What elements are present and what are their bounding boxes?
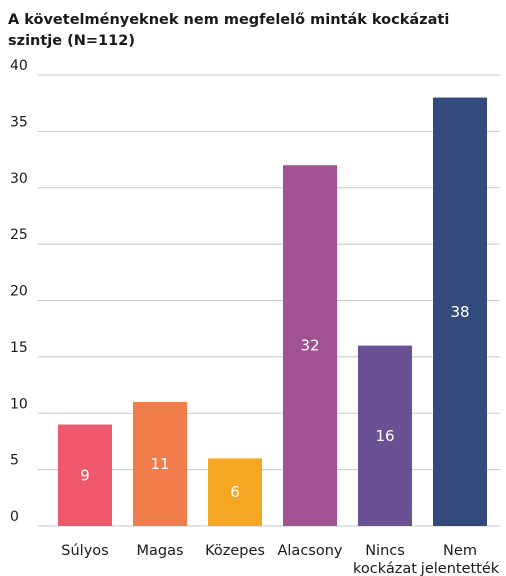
x-category-label: kockázat bbox=[353, 561, 417, 576]
y-tick-label: 5 bbox=[10, 453, 19, 469]
bar-3 bbox=[283, 165, 337, 526]
x-category-label: Magas bbox=[136, 543, 183, 559]
bar-1 bbox=[133, 401, 187, 526]
y-tick-label: 25 bbox=[10, 227, 28, 243]
x-category-label: jelentették bbox=[420, 561, 500, 576]
x-category-label: Alacsony bbox=[277, 543, 342, 559]
y-axis-ticks: 0 5 10 15 20 25 30 35 40 bbox=[10, 58, 28, 525]
bar-value-label: 6 bbox=[230, 483, 240, 501]
bar-0 bbox=[58, 424, 112, 526]
bar-4 bbox=[358, 345, 412, 526]
bar-value-label: 32 bbox=[300, 337, 319, 355]
y-tick-label: 40 bbox=[10, 58, 28, 74]
y-tick-label: 35 bbox=[10, 114, 28, 130]
bar-value-label: 11 bbox=[150, 455, 169, 473]
y-tick-label: 20 bbox=[10, 284, 28, 300]
y-tick-label: 10 bbox=[10, 396, 28, 412]
bar-value-labels: 9 11 6 32 16 38 bbox=[80, 303, 469, 501]
y-tick-label: 0 bbox=[10, 509, 19, 525]
y-tick-label: 30 bbox=[10, 171, 28, 187]
bar-value-label: 16 bbox=[375, 427, 394, 445]
gridlines bbox=[38, 74, 500, 527]
bar-value-label: 9 bbox=[80, 466, 90, 484]
y-tick-label: 15 bbox=[10, 340, 28, 356]
x-category-label: Közepes bbox=[205, 543, 265, 559]
bar-5 bbox=[433, 97, 487, 527]
bars bbox=[58, 97, 487, 527]
x-category-label: Nem bbox=[443, 543, 477, 559]
chart-title: A követelményeknek nem megfelelő minták … bbox=[8, 12, 450, 49]
bar-2 bbox=[208, 458, 262, 526]
bar-value-label: 38 bbox=[450, 303, 469, 321]
x-category-label: Súlyos bbox=[61, 543, 108, 559]
x-axis-categories: Súlyos Magas Közepes Alacsony Nincs kockázat N… bbox=[61, 543, 500, 576]
x-category-label: Nincs bbox=[365, 543, 405, 559]
